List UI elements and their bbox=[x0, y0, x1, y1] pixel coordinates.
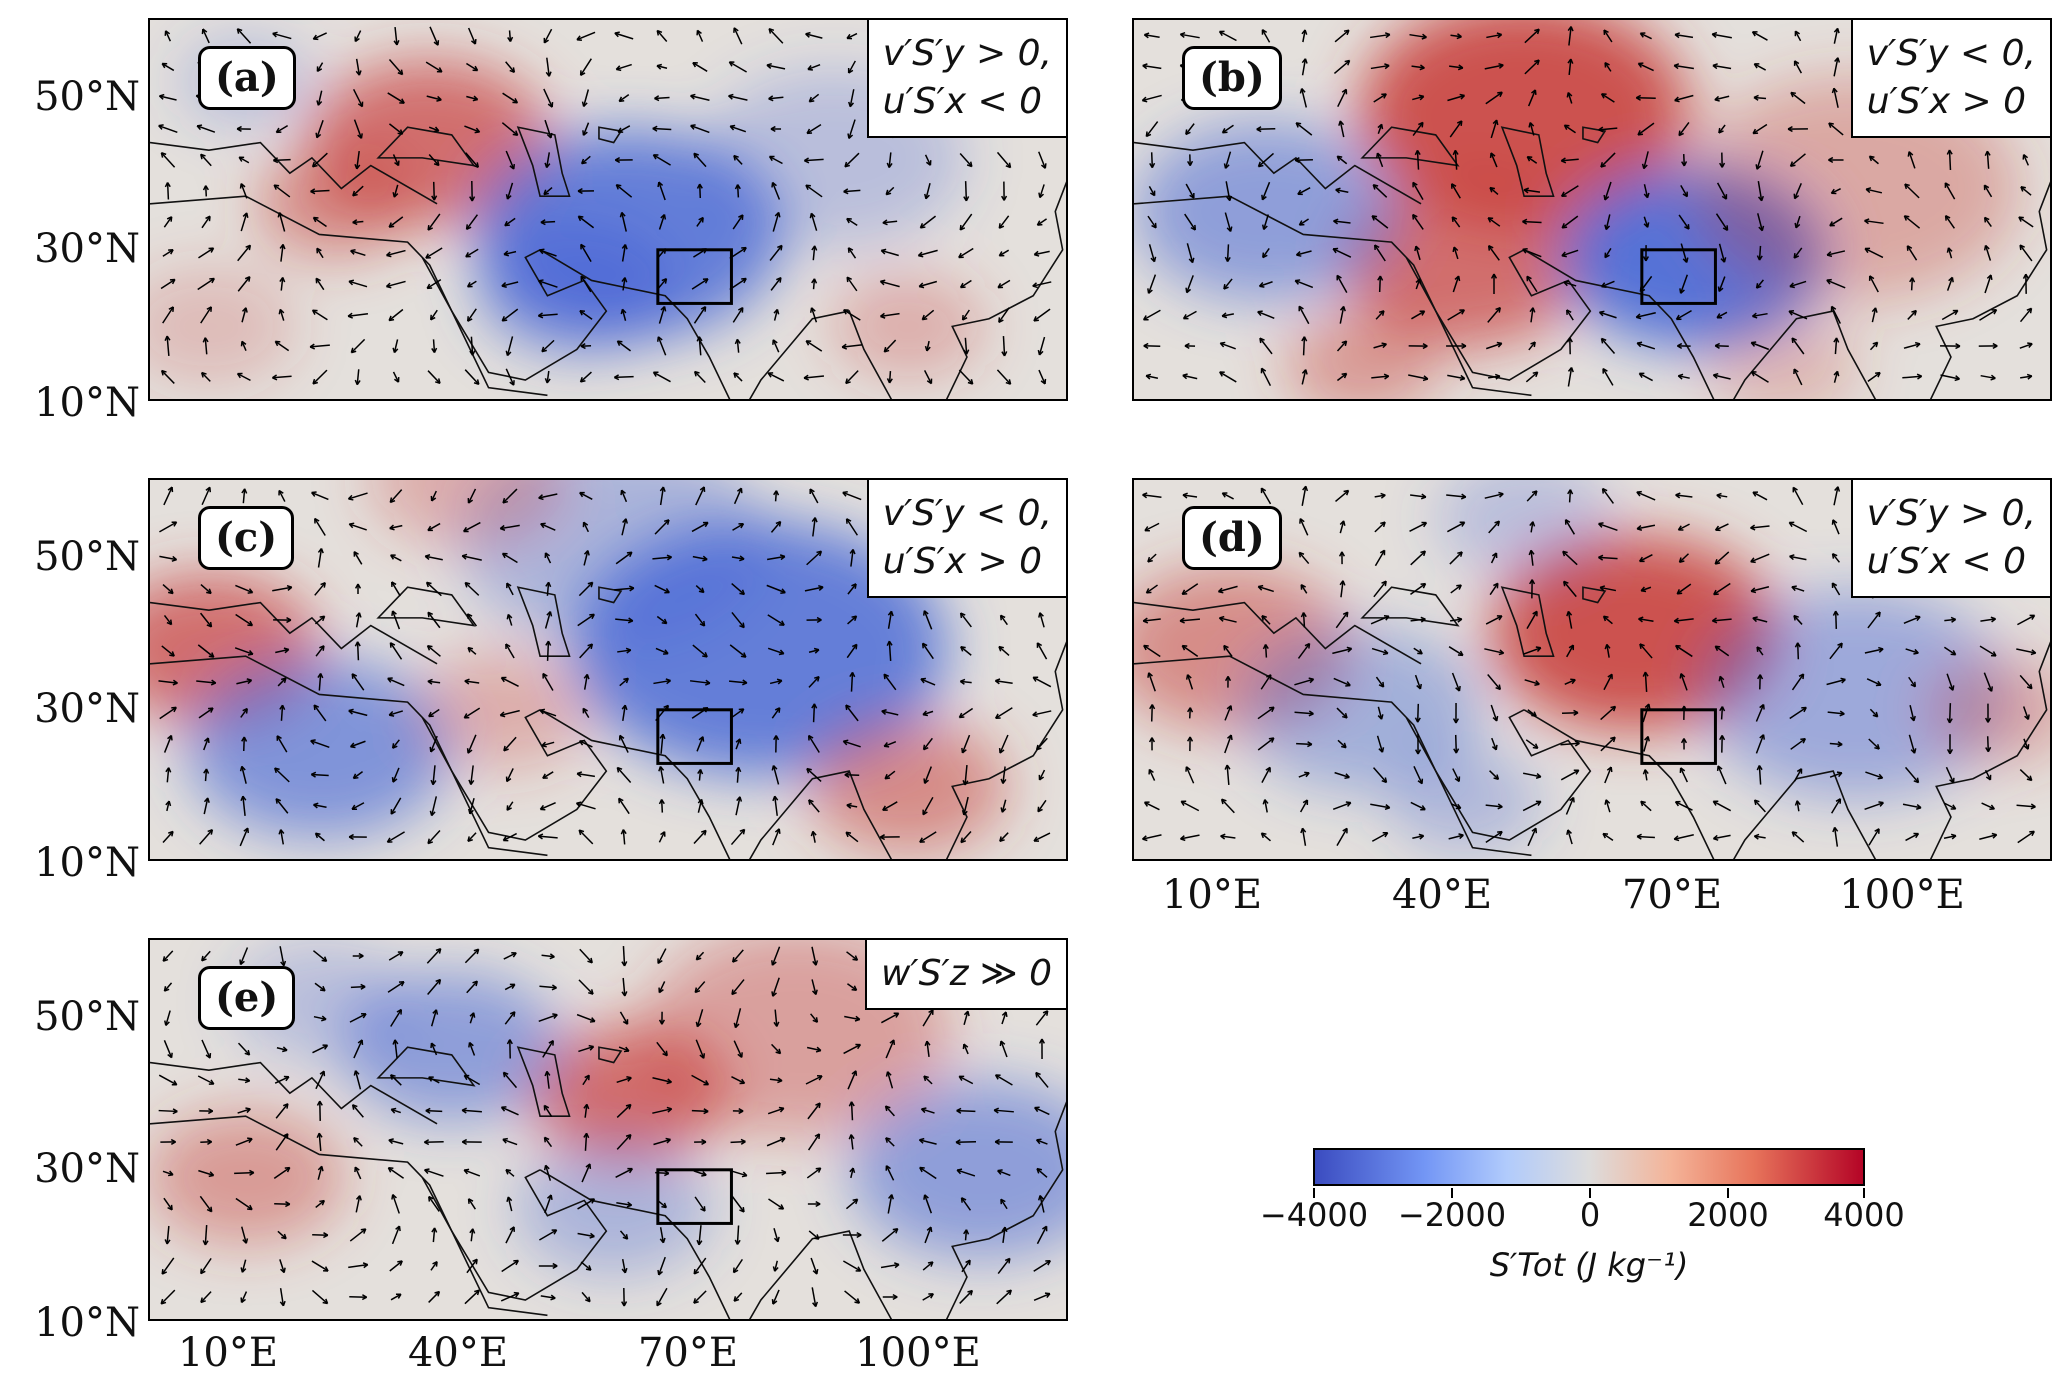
panel-label-b: (b) bbox=[1182, 46, 1282, 110]
lon-label-70e: 70°E bbox=[1621, 872, 1723, 918]
flux-condition-a: v′S′y > 0, u′S′x < 0 bbox=[866, 20, 1066, 138]
lat-label-50n: 50°N bbox=[34, 534, 140, 580]
panel-label-d: (d) bbox=[1182, 506, 1282, 570]
colorbar-label: S′Tot (J kg⁻¹) bbox=[1489, 1246, 1689, 1284]
colorbar-tick-label: −2000 bbox=[1397, 1196, 1507, 1234]
colorbar-tick bbox=[1863, 1188, 1865, 1198]
lon-label-40e: 40°E bbox=[407, 1330, 509, 1376]
lon-label-10e: 10°E bbox=[1161, 872, 1263, 918]
flux-eq-line1: w′S′z ≫ 0 bbox=[880, 953, 1052, 994]
lat-label-50n: 50°N bbox=[34, 74, 140, 120]
flux-condition-c: v′S′y < 0, u′S′x > 0 bbox=[866, 480, 1066, 598]
colorbar-tick-label: 4000 bbox=[1823, 1196, 1905, 1234]
flux-eq-line1: v′S′y < 0, bbox=[882, 493, 1052, 534]
flux-eq-line1: v′S′y > 0, bbox=[1866, 493, 2036, 534]
lon-label-100e: 100°E bbox=[855, 1330, 981, 1376]
panel-label-c: (c) bbox=[198, 506, 295, 570]
lat-label-10n: 10°N bbox=[34, 840, 140, 886]
colorbar-tick bbox=[1313, 1188, 1315, 1198]
lon-label-70e: 70°E bbox=[637, 1330, 739, 1376]
flux-condition-e: w′S′z ≫ 0 bbox=[864, 940, 1066, 1010]
lat-label-50n: 50°N bbox=[34, 994, 140, 1040]
map-panel-c: (c) v′S′y < 0, u′S′x > 0 bbox=[148, 478, 1068, 861]
flux-eq-line1: v′S′y < 0, bbox=[1866, 33, 2036, 74]
lon-label-10e: 10°E bbox=[177, 1330, 279, 1376]
flux-eq-line1: v′S′y > 0, bbox=[882, 33, 1052, 74]
lat-label-30n: 30°N bbox=[34, 226, 140, 272]
map-panel-b: (b) v′S′y < 0, u′S′x > 0 bbox=[1132, 18, 2052, 401]
lon-label-100e: 100°E bbox=[1839, 872, 1965, 918]
map-panel-a: (a) v′S′y > 0, u′S′x < 0 bbox=[148, 18, 1068, 401]
lat-label-10n: 10°N bbox=[34, 1300, 140, 1346]
colorbar-tick-label: 0 bbox=[1579, 1196, 1601, 1234]
colorbar bbox=[1313, 1148, 1865, 1186]
flux-condition-b: v′S′y < 0, u′S′x > 0 bbox=[1850, 20, 2050, 138]
flux-eq-line2: u′S′x > 0 bbox=[1866, 81, 2027, 122]
map-panel-d: (d) v′S′y > 0, u′S′x < 0 bbox=[1132, 478, 2052, 861]
colorbar-tick-label: 2000 bbox=[1687, 1196, 1769, 1234]
flux-eq-line2: u′S′x < 0 bbox=[1866, 541, 2027, 582]
lon-label-40e: 40°E bbox=[1391, 872, 1493, 918]
flux-eq-line2: u′S′x < 0 bbox=[882, 81, 1043, 122]
flux-condition-d: v′S′y > 0, u′S′x < 0 bbox=[1850, 480, 2050, 598]
lat-label-30n: 30°N bbox=[34, 686, 140, 732]
flux-eq-line2: u′S′x > 0 bbox=[882, 541, 1043, 582]
colorbar-tick bbox=[1451, 1188, 1453, 1198]
colorbar-tick bbox=[1589, 1188, 1591, 1198]
map-panel-e: (e) w′S′z ≫ 0 bbox=[148, 938, 1068, 1321]
panel-label-e: (e) bbox=[198, 966, 296, 1030]
map-field-b bbox=[1134, 20, 2050, 399]
lat-label-10n: 10°N bbox=[34, 380, 140, 426]
colorbar-tick bbox=[1727, 1188, 1729, 1198]
lat-label-30n: 30°N bbox=[34, 1146, 140, 1192]
panel-label-a: (a) bbox=[198, 46, 296, 110]
colorbar-tick-label: −4000 bbox=[1259, 1196, 1369, 1234]
